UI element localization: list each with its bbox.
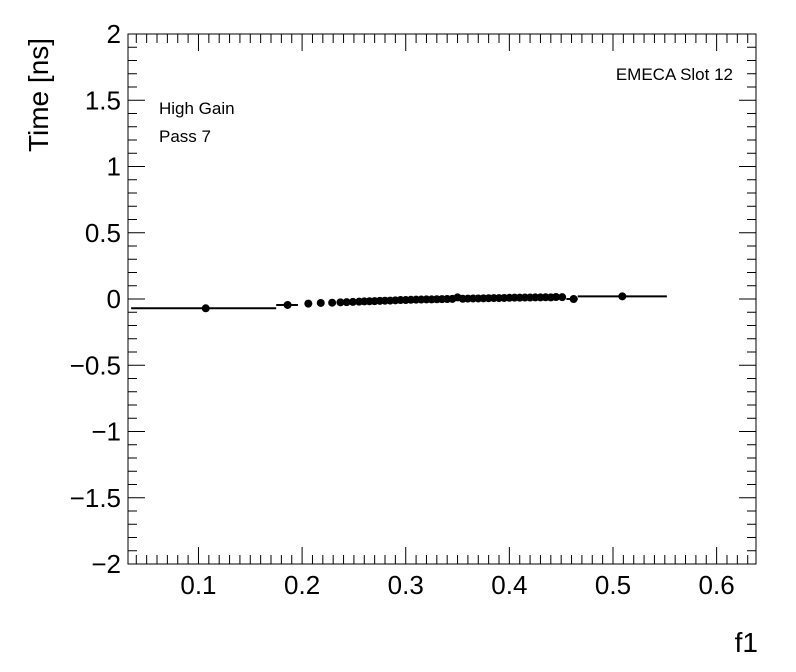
tick-labels-group: 0.1 0.2 0.3 0.4 0.5 0.6 −2 −1.5 −1 −0.5 0 0.5 1 1.5 2 [70,19,735,600]
y-tick-label: −1.5 [70,483,121,513]
x-tick-label: 0.6 [699,570,735,600]
x-tick-label: 0.3 [388,570,424,600]
data-point [201,304,210,313]
x-tick-label: 0.2 [284,570,320,600]
data-point [551,293,560,302]
y-tick-label: 0.5 [85,218,121,248]
data-point [618,292,627,301]
data-point [569,295,578,303]
annotation-gain: High Gain [159,99,235,118]
y-tick-label: 0 [107,284,121,314]
data-point [304,299,313,308]
axis-ticks-group [128,33,756,565]
annotation-pass: Pass 7 [159,127,211,146]
x-tick-label: 0.4 [491,570,527,600]
data-point [558,293,567,302]
y-axis-title: Time [ns] [23,38,54,152]
x-tick-label: 0.5 [595,570,631,600]
y-tick-label: 1 [107,152,121,182]
y-tick-label: −2 [91,549,121,579]
data-point [283,300,292,309]
x-tick-label: 0.1 [180,570,216,600]
data-points-group [201,292,627,313]
y-tick-label: −0.5 [70,350,121,380]
data-point [316,298,325,307]
y-tick-label: 2 [107,19,121,49]
y-tick-label: −1 [91,417,121,447]
data-point [348,297,357,306]
data-point [336,298,345,307]
annotation-slot: EMECA Slot 12 [616,65,733,84]
x-axis-title: f1 [735,627,758,658]
data-point [328,298,337,307]
y-tick-label: 1.5 [85,85,121,115]
data-point [342,298,351,307]
